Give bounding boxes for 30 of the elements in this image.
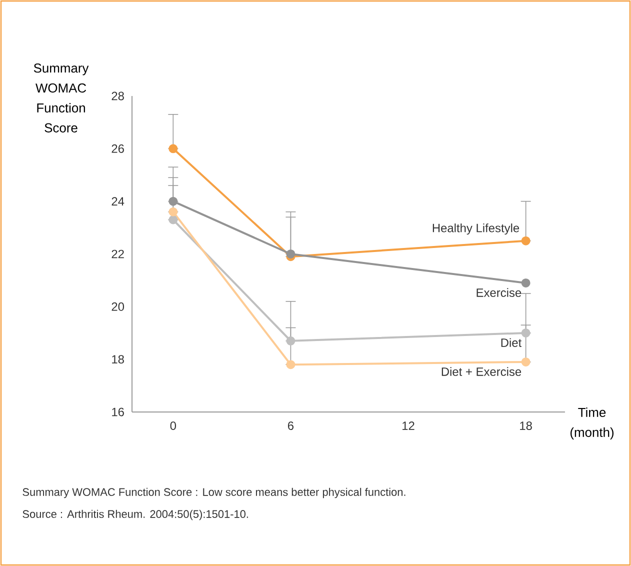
point	[168, 144, 178, 154]
point	[168, 207, 178, 216]
x-tick-label: 18	[520, 422, 532, 430]
series-label: Exercise	[476, 288, 522, 297]
x-tick-label: 12	[402, 422, 414, 430]
point	[168, 196, 178, 206]
point	[521, 328, 530, 338]
source-note: Source : Arthritis Rheum. 2004:50(5):1501-10.	[22, 510, 248, 520]
point	[521, 236, 530, 246]
y-axis-title: Summary WOMAC Function Score	[34, 64, 89, 132]
point	[521, 278, 530, 288]
series-label: Healthy Lifestyle	[432, 223, 520, 235]
y-tick-label: 24	[112, 197, 124, 206]
series-label: Diet	[501, 338, 522, 347]
y-tick-label: 28	[112, 92, 124, 100]
y-tick-label: 16	[112, 408, 124, 416]
y-tick-label: 26	[112, 144, 124, 153]
x-tick-label: 6	[288, 422, 294, 430]
x-tick-label: 0	[170, 422, 176, 430]
y-tick-label: 22	[112, 250, 124, 258]
point	[521, 357, 530, 366]
text: Summary WOMAC Function Score : Low score means better physical function.	[22, 488, 406, 498]
point	[168, 215, 178, 224]
x-axis-title: Time (month)	[570, 408, 614, 440]
point	[286, 249, 296, 258]
point	[286, 336, 296, 346]
series-label: Diet + Exercise	[442, 367, 522, 376]
point	[286, 360, 296, 370]
y-tick-label: 18	[112, 355, 124, 364]
y-tick-label: 20	[112, 302, 124, 311]
